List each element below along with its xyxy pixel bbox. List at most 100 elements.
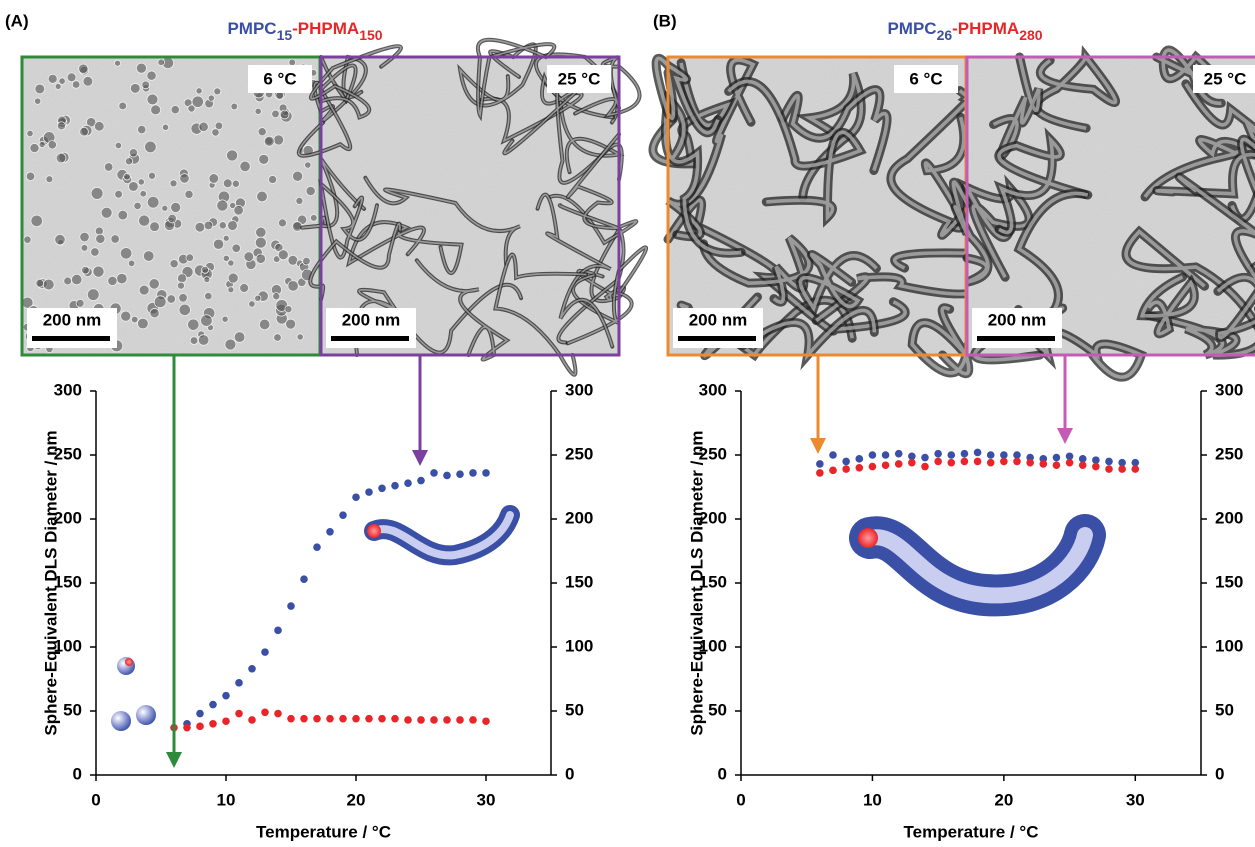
data-point <box>378 484 386 493</box>
tem-worm-core <box>477 39 556 118</box>
scale-label: 200 nm <box>689 310 748 329</box>
tem-particle <box>123 172 131 181</box>
tem-particle <box>277 218 287 228</box>
tem-particle <box>226 149 239 162</box>
tem-worm-core <box>536 193 614 347</box>
tem-particle <box>82 75 94 87</box>
tem-particle <box>146 196 160 209</box>
y-tick-label: 300 <box>699 380 727 399</box>
tem-particle <box>227 259 235 267</box>
tem-worm-core <box>1124 229 1255 326</box>
tem-particle <box>138 214 151 227</box>
temp-label-box <box>248 65 312 93</box>
tem-particle <box>189 336 199 345</box>
data-point <box>908 458 916 467</box>
tem-particle <box>239 283 250 293</box>
tem-particle <box>54 233 66 246</box>
data-point <box>469 469 477 477</box>
y-tick-label: 50 <box>708 700 727 719</box>
tem-particle <box>23 235 32 244</box>
tem-particle <box>263 135 275 147</box>
tem-particle <box>128 148 139 158</box>
temp-label: 25 °C <box>558 69 601 88</box>
data-point <box>274 626 282 635</box>
data-point <box>855 464 864 472</box>
data-point <box>404 479 412 487</box>
tem-particle <box>125 157 134 166</box>
data-point <box>1118 458 1126 467</box>
tem-particle <box>153 295 167 309</box>
tem-particle <box>233 331 246 343</box>
tem-particle <box>169 179 178 188</box>
tem-particle <box>79 126 89 137</box>
tem-particle <box>227 220 238 231</box>
data-point <box>1092 456 1100 464</box>
tem-particle <box>231 179 240 188</box>
tem-particle <box>63 276 72 286</box>
tem-particle <box>29 143 40 154</box>
tem-particle <box>257 127 267 137</box>
tem-worm-core <box>1184 82 1255 221</box>
data-point <box>417 476 425 485</box>
tem-particle <box>198 121 209 132</box>
temp-label: 6 °C <box>263 69 296 88</box>
tem-worm-core <box>559 133 620 230</box>
tem-particle <box>90 187 104 200</box>
tem-worm-core <box>459 43 537 107</box>
data-point <box>300 575 308 583</box>
tem-particle <box>295 196 304 205</box>
scale-label: 200 nm <box>988 310 1047 329</box>
scale-box <box>673 308 763 348</box>
tem-worm-core <box>798 252 878 312</box>
tem-particle <box>94 226 104 236</box>
tem-particle <box>133 201 142 211</box>
data-point <box>326 714 334 723</box>
tem-worm-core <box>727 79 863 222</box>
chart-title: PMPC26-PHPMA280 <box>887 19 1042 42</box>
data-point <box>1065 452 1074 461</box>
tem-particle <box>114 59 121 67</box>
tem-particle <box>222 254 230 262</box>
data-point <box>960 457 969 466</box>
data-point <box>235 679 243 687</box>
tem-worm-core <box>310 45 402 119</box>
data-point <box>1105 457 1113 466</box>
x-tick-label: 20 <box>994 790 1013 809</box>
tem-particle <box>292 170 304 182</box>
tem-particle <box>268 175 278 184</box>
y2-tick-label: 50 <box>1215 700 1234 719</box>
data-point <box>287 714 295 723</box>
tem-particle <box>114 189 123 199</box>
tem-particle <box>178 303 191 317</box>
title-part: -PHPMA <box>952 19 1019 38</box>
chart-title: PMPC15-PHPMA150 <box>227 19 382 42</box>
tem-particle <box>86 117 97 128</box>
scale-label: 200 nm <box>342 310 401 329</box>
data-point <box>417 716 425 724</box>
data-point <box>404 716 412 724</box>
data-point <box>1065 458 1074 467</box>
y-tick-label: 200 <box>54 508 82 527</box>
tem-particle <box>149 221 160 232</box>
tem-particle <box>94 120 105 132</box>
tem-particle <box>161 204 169 212</box>
tem-particle <box>47 73 58 84</box>
tem-particle <box>194 221 206 233</box>
scale-bar <box>331 336 409 341</box>
tem-particle <box>129 83 141 94</box>
title-part: 26 <box>937 27 953 43</box>
data-point <box>261 708 269 717</box>
tem-worm-core <box>910 306 971 376</box>
tem-particle <box>92 265 105 278</box>
tem-particle <box>213 87 222 96</box>
tem-particle <box>218 221 227 230</box>
data-point <box>482 717 490 726</box>
data-point <box>209 720 217 728</box>
data-point <box>430 716 438 724</box>
tem-particle <box>56 121 66 131</box>
y2-tick-label: 250 <box>565 444 593 463</box>
data-point <box>300 714 308 723</box>
temp-label-box <box>547 65 611 93</box>
data-point <box>1078 455 1087 463</box>
